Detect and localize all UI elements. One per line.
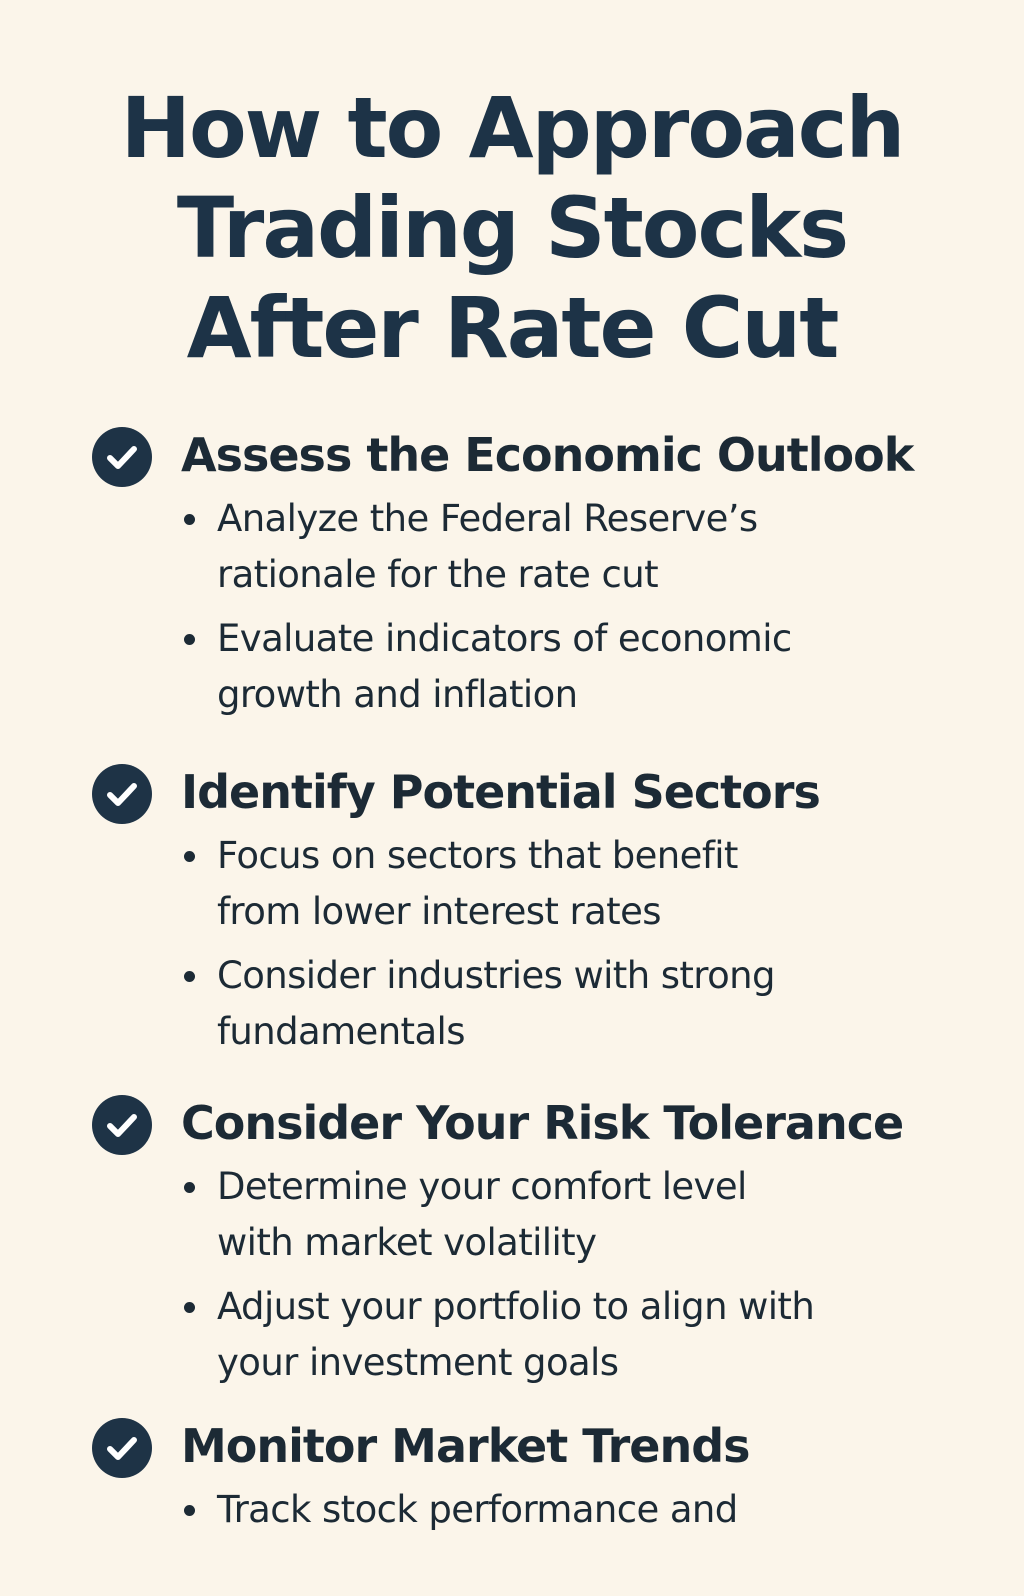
bullet-item: Focus on sectors that benefit from lower… xyxy=(0,822,1024,942)
bullet-list: Focus on sectors that benefit from lower… xyxy=(0,822,1024,1062)
bullet-text-line: Focus on sectors that benefit xyxy=(217,834,738,877)
bullet-text-line: Evaluate indicators of economic xyxy=(217,617,792,660)
bullet-text-line: with market volatility xyxy=(217,1221,597,1264)
checklist: Assess the Economic Outlook Analyze the … xyxy=(0,427,1024,1531)
bullet-text-line: growth and inflation xyxy=(217,673,578,716)
bullet-item: Adjust your portfolio to align with your… xyxy=(0,1273,1024,1393)
bullet-text-line: from lower interest rates xyxy=(217,890,662,933)
bullet-text-line: Analyze the Federal Reserve’s xyxy=(217,497,758,540)
bullet-text-line: your investment goals xyxy=(217,1341,619,1384)
check-circle-icon xyxy=(92,764,152,824)
bullet-text-line: fundamentals xyxy=(217,1010,465,1053)
bullet-text-line: Consider industries with strong xyxy=(217,954,775,997)
section-heading: Monitor Market Trends xyxy=(181,1419,751,1473)
bullet-dot xyxy=(184,851,195,862)
title-line-1: How to Approach xyxy=(120,79,906,177)
page-title: How to Approach Trading Stocks After Rat… xyxy=(0,78,1024,378)
section-heading: Consider Your Risk Tolerance xyxy=(181,1096,904,1150)
bullet-item: Track stock performance and xyxy=(0,1476,1024,1596)
bullet-item: Analyze the Federal Reserve’s rationale … xyxy=(0,485,1024,605)
title-line-2: Trading Stocks xyxy=(176,179,849,277)
infographic-page: { "title": { "line1": "How to Approach",… xyxy=(0,78,1024,1531)
bullet-dot xyxy=(184,514,195,525)
bullet-dot xyxy=(184,1182,195,1193)
bullet-item: Evaluate indicators of economic growth a… xyxy=(0,605,1024,725)
bullet-dot xyxy=(184,1302,195,1313)
section-heading: Assess the Economic Outlook xyxy=(181,428,914,482)
title-line-3: After Rate Cut xyxy=(186,279,840,377)
check-circle-icon xyxy=(92,1418,152,1478)
bullet-text-line: Track stock performance and xyxy=(217,1488,738,1531)
bullet-item: Consider industries with strong fundamen… xyxy=(0,942,1024,1062)
bullet-text-line: Determine your comfort level xyxy=(217,1165,747,1208)
bullet-dot xyxy=(184,634,195,645)
bullet-list: Track stock performance and xyxy=(0,1476,1024,1596)
bullet-list: Determine your comfort level with market… xyxy=(0,1153,1024,1393)
section-heading: Identify Potential Sectors xyxy=(181,765,821,819)
bullet-list: Analyze the Federal Reserve’s rationale … xyxy=(0,485,1024,725)
bullet-dot xyxy=(184,971,195,982)
check-circle-icon xyxy=(92,427,152,487)
bullet-text-line: Adjust your portfolio to align with xyxy=(217,1285,815,1328)
bullet-dot xyxy=(184,1505,195,1516)
bullet-item: Determine your comfort level with market… xyxy=(0,1153,1024,1273)
check-circle-icon xyxy=(92,1095,152,1155)
bullet-text-line: rationale for the rate cut xyxy=(217,553,659,596)
